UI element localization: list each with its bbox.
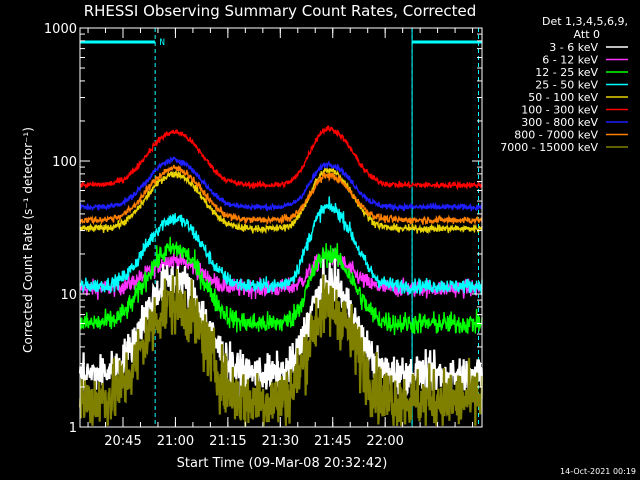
legend-label: 7000 - 15000 keV xyxy=(500,141,598,154)
legend-label: 100 - 300 keV xyxy=(521,104,598,117)
x-tick-label: 21:45 xyxy=(314,434,351,449)
y-axis-label: Corrected Count Rate (s⁻¹ detector⁻¹) xyxy=(21,127,35,353)
legend-label: 800 - 7000 keV xyxy=(514,129,598,142)
series-line-4 xyxy=(79,166,483,235)
chart-title: RHESSI Observing Summary Count Rates, Co… xyxy=(84,2,477,20)
x-tick-label: 20:45 xyxy=(104,434,141,449)
legend-label: 25 - 50 keV xyxy=(535,79,598,92)
x-tick-label: 21:30 xyxy=(262,434,299,449)
series-line-3 xyxy=(79,196,483,296)
series-line-2 xyxy=(79,236,483,336)
x-tick-label: 21:15 xyxy=(209,434,246,449)
legend-label: 3 - 6 keV xyxy=(549,41,598,54)
plot-frame xyxy=(79,27,483,428)
night-marker-label: N xyxy=(159,38,164,48)
series-line-7 xyxy=(79,164,483,226)
legend-label: 12 - 25 keV xyxy=(535,66,598,79)
series-line-5 xyxy=(79,125,483,191)
y-axis-ticks: 1 10 100 1000 xyxy=(44,22,482,436)
x-tick-label: 22:00 xyxy=(366,434,403,449)
x-axis-label: Start Time (09-Mar-08 20:32:42) xyxy=(177,456,388,471)
series-line-6 xyxy=(79,156,483,212)
series-layer xyxy=(78,125,484,426)
x-axis-ticks: 20:45 21:00 21:15 21:30 21:45 22:00 xyxy=(87,28,474,449)
legend-label: 300 - 800 keV xyxy=(521,116,598,129)
legend-header-1: Det 1,3,4,5,6,9, xyxy=(542,15,628,28)
series-line-8 xyxy=(78,268,484,426)
date-stamp: 14-Oct-2021 00:19 xyxy=(560,467,636,476)
y-tick-label: 1 xyxy=(69,421,77,436)
x-tick-label: 21:00 xyxy=(157,434,194,449)
y-tick-label: 1000 xyxy=(44,22,77,37)
legend-label: 50 - 100 keV xyxy=(528,91,598,104)
y-tick-label: 10 xyxy=(60,288,77,303)
legend-label: 6 - 12 keV xyxy=(542,54,598,67)
legend-header-2: Att 0 xyxy=(574,28,600,41)
y-tick-label: 100 xyxy=(52,155,77,170)
